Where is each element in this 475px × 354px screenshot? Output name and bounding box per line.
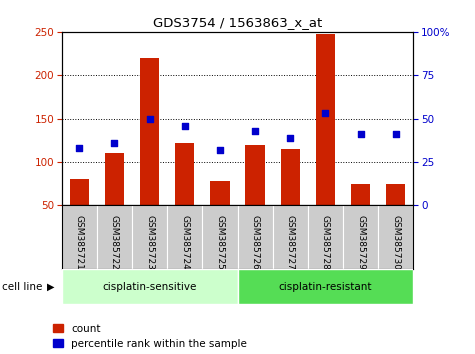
Text: GSM385722: GSM385722 — [110, 215, 119, 270]
Bar — [378, 205, 413, 269]
Text: GSM385726: GSM385726 — [251, 215, 259, 270]
Point — [286, 135, 294, 141]
Bar — [343, 205, 378, 269]
Text: GSM385721: GSM385721 — [75, 215, 84, 270]
Text: ▶: ▶ — [47, 282, 54, 292]
Text: cisplatin-resistant: cisplatin-resistant — [279, 282, 372, 292]
Text: GSM385727: GSM385727 — [286, 215, 294, 270]
Bar — [273, 205, 308, 269]
Bar — [132, 205, 167, 269]
Bar — [140, 58, 159, 249]
Point — [146, 116, 153, 121]
Text: GSM385728: GSM385728 — [321, 215, 330, 270]
Bar — [308, 205, 343, 269]
Bar — [62, 269, 238, 304]
Bar — [105, 153, 124, 249]
Point — [357, 131, 364, 137]
Point — [251, 128, 259, 133]
Title: GDS3754 / 1563863_x_at: GDS3754 / 1563863_x_at — [153, 16, 322, 29]
Bar — [386, 184, 405, 249]
Text: cell line: cell line — [2, 282, 43, 292]
Point — [181, 123, 189, 129]
Legend: count, percentile rank within the sample: count, percentile rank within the sample — [53, 324, 247, 349]
Bar — [210, 181, 229, 249]
Bar — [246, 144, 265, 249]
Bar — [175, 143, 194, 249]
Point — [322, 110, 329, 116]
Bar — [97, 205, 132, 269]
Point — [76, 145, 83, 151]
Point — [111, 140, 118, 146]
Text: GSM385724: GSM385724 — [180, 215, 189, 270]
Bar — [238, 269, 413, 304]
Text: GSM385723: GSM385723 — [145, 215, 154, 270]
Bar — [70, 179, 89, 249]
Text: cisplatin-sensitive: cisplatin-sensitive — [103, 282, 197, 292]
Text: GSM385725: GSM385725 — [216, 215, 224, 270]
Bar — [316, 34, 335, 249]
Point — [216, 147, 224, 153]
Bar — [351, 184, 370, 249]
Bar — [281, 149, 300, 249]
Text: GSM385729: GSM385729 — [356, 215, 365, 270]
Text: GSM385730: GSM385730 — [391, 215, 400, 270]
Bar — [167, 205, 202, 269]
Bar — [62, 205, 97, 269]
Bar — [238, 205, 273, 269]
Point — [392, 131, 399, 137]
Bar — [202, 205, 238, 269]
